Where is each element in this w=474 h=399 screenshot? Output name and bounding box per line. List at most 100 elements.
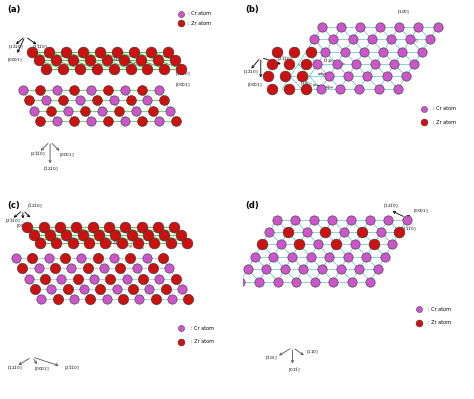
- Text: $[0001]$: $[0001]$: [175, 81, 190, 89]
- Point: [402, 73, 410, 80]
- Point: [302, 86, 310, 92]
- Point: [356, 86, 363, 92]
- Text: $[\bar{1}2\bar{1}0]$: $[\bar{1}2\bar{1}0]$: [27, 203, 43, 211]
- Point: [366, 216, 374, 223]
- Point: [381, 253, 389, 260]
- Point: [136, 296, 143, 302]
- Point: [364, 73, 371, 80]
- Point: [104, 118, 112, 124]
- Text: $[010]$: $[010]$: [406, 38, 419, 45]
- Point: [53, 240, 60, 246]
- Point: [152, 296, 159, 302]
- Point: [303, 229, 310, 235]
- Point: [30, 108, 38, 114]
- Point: [274, 279, 282, 285]
- Point: [100, 265, 108, 271]
- Point: [407, 36, 414, 42]
- Point: [107, 275, 114, 282]
- Point: [273, 49, 281, 55]
- Point: [377, 229, 385, 235]
- Point: [35, 57, 43, 63]
- Point: [161, 97, 168, 103]
- Point: [172, 118, 180, 124]
- Point: [399, 49, 406, 55]
- Point: [138, 87, 146, 93]
- Point: [35, 265, 43, 271]
- Point: [30, 232, 37, 238]
- Point: [121, 118, 128, 124]
- Point: [333, 61, 340, 67]
- Point: [273, 216, 281, 223]
- Point: [318, 24, 326, 30]
- Point: [167, 240, 174, 246]
- Text: $[2\bar{1}\bar{1}0]$ Step edge: $[2\bar{1}\bar{1}0]$ Step edge: [107, 55, 146, 70]
- Point: [265, 229, 273, 235]
- Text: $[0001]$: $[0001]$: [412, 207, 428, 215]
- Point: [281, 266, 289, 272]
- Point: [58, 275, 65, 282]
- Point: [42, 66, 49, 72]
- Point: [178, 325, 185, 332]
- Point: [86, 57, 93, 63]
- Point: [54, 296, 62, 302]
- Point: [70, 296, 78, 302]
- Point: [349, 36, 356, 42]
- Point: [69, 57, 76, 63]
- Text: : Zr atom: : Zr atom: [188, 21, 211, 26]
- Point: [370, 241, 377, 247]
- Text: $[100]$: $[100]$: [397, 9, 410, 16]
- Point: [99, 108, 106, 114]
- Point: [82, 108, 89, 114]
- Point: [25, 275, 33, 282]
- Point: [171, 57, 179, 63]
- Point: [426, 36, 433, 42]
- Point: [326, 253, 333, 260]
- Point: [42, 97, 49, 103]
- Point: [120, 57, 128, 63]
- Point: [372, 61, 379, 67]
- Point: [357, 24, 365, 30]
- Point: [25, 97, 32, 103]
- Point: [178, 20, 185, 26]
- Point: [12, 255, 20, 261]
- Point: [105, 224, 113, 230]
- Point: [93, 66, 100, 72]
- Point: [51, 265, 59, 271]
- Point: [379, 49, 387, 55]
- Point: [347, 216, 355, 223]
- Text: $[2\bar{1}\bar{1}0]$: $[2\bar{1}\bar{1}0]$: [30, 151, 45, 159]
- Point: [115, 108, 123, 114]
- Point: [178, 66, 185, 72]
- Point: [329, 36, 337, 42]
- Point: [79, 232, 86, 238]
- Point: [416, 319, 423, 326]
- Point: [87, 87, 95, 93]
- Point: [418, 49, 426, 55]
- Point: [129, 286, 137, 292]
- Point: [103, 57, 110, 63]
- Point: [394, 86, 401, 92]
- Point: [87, 296, 94, 302]
- Text: $[0001]$: $[0001]$: [7, 57, 22, 64]
- Point: [155, 118, 163, 124]
- Point: [36, 87, 44, 93]
- Point: [61, 255, 69, 261]
- Point: [28, 49, 36, 55]
- Point: [177, 232, 184, 238]
- Point: [113, 49, 121, 55]
- Point: [76, 97, 83, 103]
- Point: [53, 87, 61, 93]
- Point: [374, 266, 382, 272]
- Point: [165, 265, 173, 271]
- Point: [93, 97, 100, 103]
- Point: [344, 253, 352, 260]
- Point: [300, 266, 307, 272]
- Point: [333, 241, 340, 247]
- Point: [321, 49, 329, 55]
- Point: [178, 10, 185, 17]
- Point: [155, 275, 163, 282]
- Point: [318, 266, 326, 272]
- Point: [109, 97, 117, 103]
- Point: [360, 49, 368, 55]
- Point: [59, 97, 66, 103]
